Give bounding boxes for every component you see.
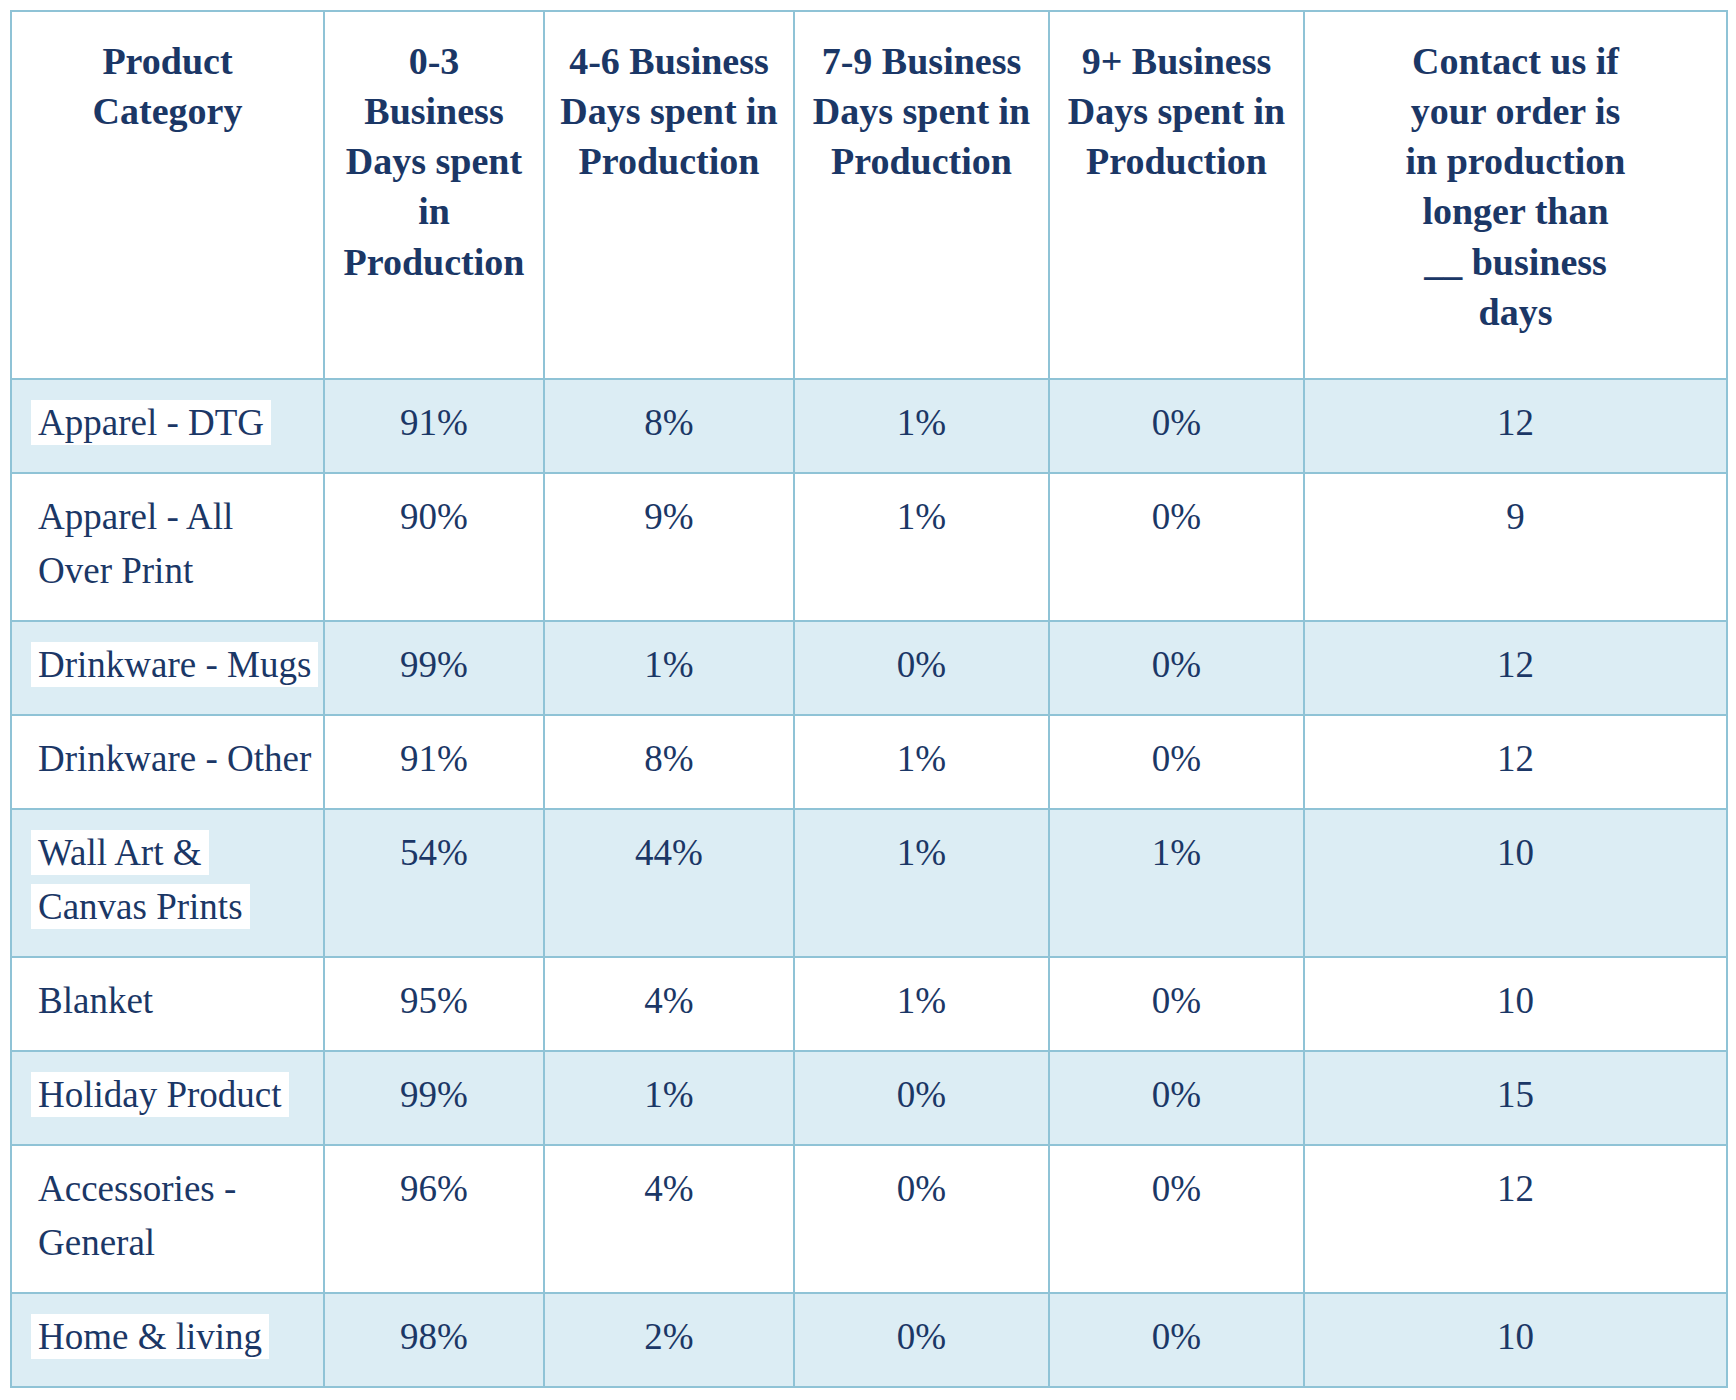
category-label: Home & living [31, 1314, 269, 1359]
value-cell: 0% [1049, 379, 1304, 473]
category-cell: Accessories - General [11, 1145, 324, 1293]
value-cell: 96% [324, 1145, 544, 1293]
category-label: Holiday Product [31, 1072, 289, 1117]
page-body: Product Category 0-3 Business Days spent… [0, 0, 1736, 1398]
value-cell: 8% [544, 379, 794, 473]
value-cell: 8% [544, 715, 794, 809]
category-label: Apparel - All Over Print [38, 496, 233, 591]
table-row: Apparel - DTG 91%8%1%0%12 [11, 379, 1727, 473]
value-cell: 2% [544, 1293, 794, 1387]
table-row: Wall Art & Canvas Prints54%44%1%1%10 [11, 809, 1727, 957]
value-cell: 12 [1304, 1145, 1727, 1293]
value-cell: 4% [544, 957, 794, 1051]
category-label: Accessories - General [38, 1168, 236, 1263]
category-label: Blanket [38, 980, 153, 1021]
value-cell: 99% [324, 1051, 544, 1145]
value-cell: 0% [794, 1293, 1049, 1387]
table-row: Home & living98%2%0%0%10 [11, 1293, 1727, 1387]
category-cell: Drinkware - Other [11, 715, 324, 809]
value-cell: 1% [794, 957, 1049, 1051]
category-cell: Holiday Product [11, 1051, 324, 1145]
value-cell: 0% [1049, 1051, 1304, 1145]
category-label: Drinkware - Other [38, 738, 311, 779]
value-cell: 12 [1304, 379, 1727, 473]
category-label: Drinkware - Mugs [31, 642, 318, 687]
value-cell: 9% [544, 473, 794, 621]
value-cell: 0% [1049, 957, 1304, 1051]
value-cell: 1% [1049, 809, 1304, 957]
value-cell: 1% [794, 473, 1049, 621]
value-cell: 10 [1304, 809, 1727, 957]
header-9-plus-business-days: 9+ Business Days spent in Production [1049, 11, 1304, 379]
category-cell: Blanket [11, 957, 324, 1051]
value-cell: 54% [324, 809, 544, 957]
table-row: Blanket 95%4%1%0%10 [11, 957, 1727, 1051]
value-cell: 0% [1049, 715, 1304, 809]
value-cell: 12 [1304, 715, 1727, 809]
value-cell: 4% [544, 1145, 794, 1293]
table-row: Accessories - General96%4%0%0%12 [11, 1145, 1727, 1293]
value-cell: 0% [794, 1145, 1049, 1293]
value-cell: 10 [1304, 957, 1727, 1051]
value-cell: 15 [1304, 1051, 1727, 1145]
value-cell: 0% [1049, 1293, 1304, 1387]
header-4-6-business-days: 4-6 Business Days spent in Production [544, 11, 794, 379]
category-label: Wall Art & Canvas Prints [31, 830, 250, 929]
value-cell: 1% [544, 1051, 794, 1145]
value-cell: 0% [794, 1051, 1049, 1145]
table-row: Drinkware - Other 91%8%1%0%12 [11, 715, 1727, 809]
value-cell: 98% [324, 1293, 544, 1387]
value-cell: 90% [324, 473, 544, 621]
value-cell: 91% [324, 379, 544, 473]
table-row: Holiday Product99%1%0%0%15 [11, 1051, 1727, 1145]
value-cell: 44% [544, 809, 794, 957]
header-0-3-business-days: 0-3 Business Days spent in Production [324, 11, 544, 379]
value-cell: 9 [1304, 473, 1727, 621]
value-cell: 1% [794, 715, 1049, 809]
value-cell: 99% [324, 621, 544, 715]
category-cell: Home & living [11, 1293, 324, 1387]
category-cell: Apparel - All Over Print [11, 473, 324, 621]
value-cell: 95% [324, 957, 544, 1051]
value-cell: 1% [544, 621, 794, 715]
value-cell: 91% [324, 715, 544, 809]
header-product-category: Product Category [11, 11, 324, 379]
value-cell: 12 [1304, 621, 1727, 715]
value-cell: 0% [1049, 1145, 1304, 1293]
table-header: Product Category 0-3 Business Days spent… [11, 11, 1727, 379]
value-cell: 0% [1049, 621, 1304, 715]
category-cell: Drinkware - Mugs [11, 621, 324, 715]
value-cell: 0% [1049, 473, 1304, 621]
value-cell: 1% [794, 809, 1049, 957]
category-cell: Wall Art & Canvas Prints [11, 809, 324, 957]
table-row: Drinkware - Mugs99%1%0%0%12 [11, 621, 1727, 715]
table-body: Apparel - DTG91%8%1%0%12Apparel - All Ov… [11, 379, 1727, 1387]
category-label: Apparel - DTG [31, 400, 271, 445]
table-row: Apparel - All Over Print 90%9%1%0%9 [11, 473, 1727, 621]
value-cell: 1% [794, 379, 1049, 473]
value-cell: 10 [1304, 1293, 1727, 1387]
header-contact-us-threshold: Contact us if your order is in productio… [1304, 11, 1727, 379]
header-7-9-business-days: 7-9 Business Days spent in Production [794, 11, 1049, 379]
value-cell: 0% [794, 621, 1049, 715]
category-cell: Apparel - DTG [11, 379, 324, 473]
production-times-table: Product Category 0-3 Business Days spent… [10, 10, 1728, 1388]
header-row: Product Category 0-3 Business Days spent… [11, 11, 1727, 379]
